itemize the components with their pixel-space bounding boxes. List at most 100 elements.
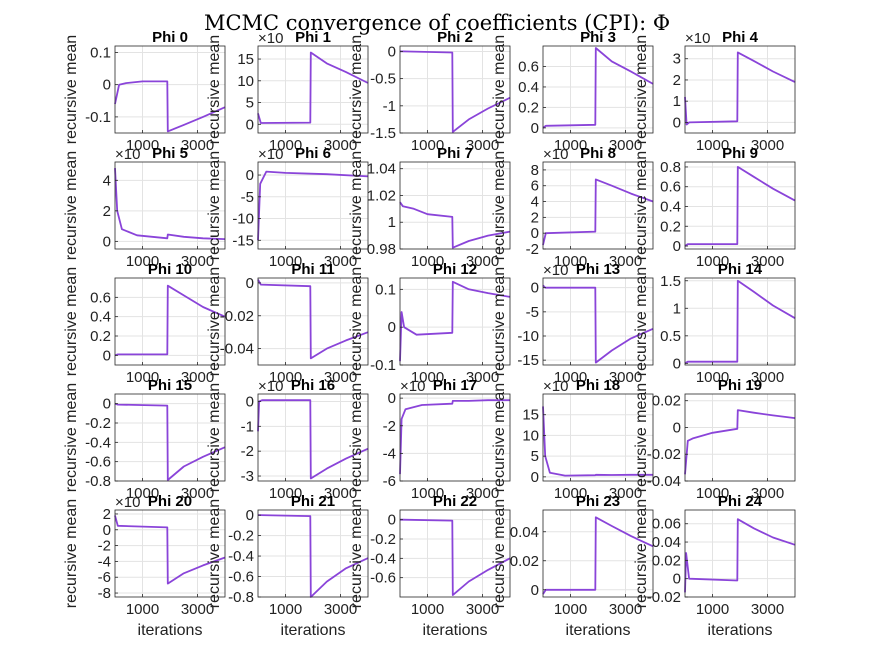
series-line xyxy=(542,47,654,129)
panel-15: 0 -0.2 -0.4 -0.6 -0.8 1000 3000 Phi 15 recursive… xyxy=(63,377,226,502)
x-tick-label: 3000 xyxy=(324,485,357,502)
axes-box xyxy=(257,509,369,598)
x-axis-label: iterations xyxy=(423,622,488,639)
y-tick-label: 0 xyxy=(388,512,396,529)
panel-title: Phi 4 xyxy=(722,29,759,46)
x-axis-label: iterations xyxy=(281,622,346,639)
y-tick-label: 1.5 xyxy=(660,273,681,290)
y-tick-label: 0 xyxy=(673,355,681,372)
y-tick-label: -2 xyxy=(241,443,254,460)
axes-box xyxy=(399,509,511,598)
plot-area xyxy=(258,394,368,481)
axes-box xyxy=(257,161,369,250)
series-line xyxy=(399,201,511,249)
axes-box xyxy=(114,161,226,250)
panel-22: 0 -0.2 -0.4 -0.6 1000 3000 Phi 22 recursive mea… xyxy=(348,493,511,639)
y-tick-label: 1.04 xyxy=(367,161,396,178)
plot-area xyxy=(543,46,653,133)
y-tick-label: -15 xyxy=(232,232,254,249)
y-tick-label: -0.02 xyxy=(647,589,681,606)
panel-18: 15 10 5 0 1000 3000 ×10 Phi 18 recursive mean xyxy=(491,377,654,502)
axes-box xyxy=(114,277,226,366)
y-exponent-label: ×10 xyxy=(258,146,283,163)
y-tick-label: -0.4 xyxy=(228,548,254,565)
y-tick-label: 0 xyxy=(246,275,254,292)
y-tick-label: 0 xyxy=(673,419,681,436)
y-tick-label: 0.5 xyxy=(660,328,681,345)
x-tick-label: 3000 xyxy=(181,253,214,270)
y-tick-label: -0.8 xyxy=(228,589,254,606)
x-tick-label: 3000 xyxy=(466,485,499,502)
series-line xyxy=(684,165,796,247)
y-exponent-label: ×10 xyxy=(115,494,140,511)
y-tick-label: -0.1 xyxy=(85,109,111,126)
figure-title: MCMC convergence of coefficients (CPI): … xyxy=(204,11,670,35)
x-tick-label: 3000 xyxy=(324,601,357,618)
y-tick-label: 0 xyxy=(673,238,681,255)
y-tick-label: 0.04 xyxy=(510,524,539,541)
x-tick-label: 3000 xyxy=(751,137,784,154)
x-tick-label: 3000 xyxy=(324,253,357,270)
series-line xyxy=(114,515,226,585)
y-tick-label: 0 xyxy=(246,116,254,133)
axes-box xyxy=(684,393,796,482)
axes-box xyxy=(542,277,654,366)
x-tick-label: 1000 xyxy=(269,369,302,386)
y-exponent-label: ×10 xyxy=(258,378,283,395)
y-axis-label: recursive mean xyxy=(491,35,508,144)
panel-24: 0.060.040.02 0-0.02 1000 3000 Phi 24 recursiv… xyxy=(633,493,796,639)
y-tick-label: 0 xyxy=(531,582,539,599)
x-tick-label: 3000 xyxy=(609,137,642,154)
y-axis-label: recursive mean xyxy=(206,267,223,376)
panel-11: 0 -0.02 -0.04 1000 3000 Phi 11 recursive mean xyxy=(206,261,369,386)
plot-area xyxy=(258,510,368,597)
y-tick-label: 0.4 xyxy=(518,79,539,96)
y-tick-label: 5 xyxy=(246,95,254,112)
y-tick-label: -4 xyxy=(98,553,111,570)
x-tick-label: 3000 xyxy=(324,369,357,386)
y-tick-label: 10 xyxy=(522,427,539,444)
y-axis-label: recursive mean xyxy=(491,499,508,608)
y-tick-label: 2 xyxy=(103,506,111,523)
panel-title: Phi 2 xyxy=(437,29,473,46)
axes-box xyxy=(684,161,796,250)
y-tick-label: 1 xyxy=(673,93,681,110)
y-axis-label: recursive mean xyxy=(206,151,223,260)
panel-title: Phi 5 xyxy=(152,145,188,162)
panel-17: 0 -2 -4 -6 1000 3000 ×10 Phi 17 recursive mean xyxy=(348,377,511,502)
panel-21: 0 -0.2 -0.4 -0.6 -0.8 1000 3000 Phi 21 recursive… xyxy=(206,493,369,639)
panel-title: Phi 7 xyxy=(437,145,473,162)
y-tick-label: 0 xyxy=(246,507,254,524)
y-tick-label: 0 xyxy=(388,390,396,407)
x-tick-label: 1000 xyxy=(696,485,729,502)
plot-area xyxy=(258,278,368,365)
y-tick-label: 0.02 xyxy=(510,553,539,570)
x-tick-label: 1000 xyxy=(411,253,444,270)
panel-1: 15 10 5 0 1000 3000 ×10 Phi 1 recursive mean xyxy=(206,29,369,154)
y-axis-label: recursive mean xyxy=(63,35,80,144)
y-tick-label: 0 xyxy=(388,43,396,60)
y-tick-label: -2 xyxy=(383,418,396,435)
panel-title: Phi 22 xyxy=(433,493,477,510)
panel-title: Phi 24 xyxy=(718,493,763,510)
y-exponent-label: ×10 xyxy=(543,146,568,163)
y-tick-label: 5 xyxy=(531,448,539,465)
series-line xyxy=(257,51,369,124)
panel-title: Phi 9 xyxy=(722,145,758,162)
plot-area xyxy=(685,510,795,597)
y-tick-label: -1.5 xyxy=(370,125,396,142)
x-tick-label: 3000 xyxy=(609,369,642,386)
y-axis-label: recursive mean xyxy=(348,151,365,260)
axes-box xyxy=(114,509,226,598)
plot-area xyxy=(543,162,653,249)
y-axis-label: recursive mean xyxy=(633,151,650,260)
x-tick-label: 1000 xyxy=(554,601,587,618)
y-axis-label: recursive mean xyxy=(63,383,80,492)
panel-7: 1.04 1.02 1 0.98 1000 3000 Phi 7 recursive mean xyxy=(348,145,511,270)
plot-area xyxy=(685,46,795,133)
y-tick-label: 0.02 xyxy=(652,393,681,410)
x-tick-label: 1000 xyxy=(126,601,159,618)
plot-area xyxy=(400,510,510,597)
x-tick-label: 3000 xyxy=(751,601,784,618)
y-tick-label: 0.6 xyxy=(660,179,681,196)
